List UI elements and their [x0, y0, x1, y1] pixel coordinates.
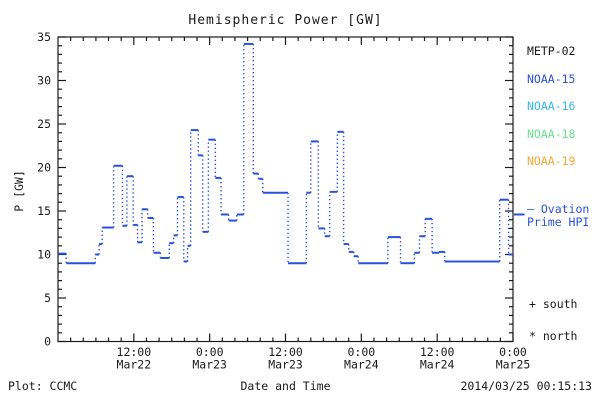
y-tick-label: 5	[44, 291, 51, 305]
x-tick-date-label: Mar22	[117, 358, 152, 372]
y-tick-label: 15	[37, 204, 51, 218]
x-tick-date-label: Mar23	[268, 358, 303, 372]
page-title: Hemispheric Power [GW]	[188, 13, 383, 28]
legend-item-noaa18: NOAA-18	[527, 126, 576, 141]
ovation-label-line1: — Ovation	[527, 202, 590, 216]
legend-item-metp02: METP-02	[527, 44, 576, 58]
y-axis-label: P [GW]	[12, 170, 26, 212]
x-tick-date-label: Mar24	[420, 358, 455, 372]
x-tick-time-label: 0:00	[499, 345, 527, 359]
x-tick-date-label: Mar25	[496, 358, 531, 372]
plot-credit: Plot: CCMC	[8, 379, 78, 393]
y-tick-label: 0	[44, 335, 51, 349]
south-marker-label: + south	[529, 297, 578, 311]
legend-item-noaa15: NOAA-15	[527, 71, 576, 86]
x-tick-time-label: 12:00	[420, 345, 455, 359]
legend-item-noaa19: NOAA-19	[527, 154, 576, 168]
x-tick-date-label: Mar24	[344, 358, 379, 372]
ovation-prime-hpi-label: — Ovation Prime HPI	[527, 203, 589, 228]
y-tick-label: 20	[37, 161, 51, 175]
y-tick-label: 35	[37, 30, 51, 44]
y-tick-label: 30	[37, 74, 51, 88]
x-tick-time-label: 12:00	[117, 345, 152, 359]
x-axis-title: Date and Time	[240, 379, 331, 393]
x-tick-time-label: 12:00	[268, 345, 303, 359]
x-tick-time-label: 0:00	[196, 345, 224, 359]
timestamp: 2014/03/25 00:15:13	[460, 379, 592, 393]
x-tick-date-label: Mar23	[192, 358, 227, 372]
satellite-legend: METP-02 NOAA-15 NOAA-16 NOAA-18 NOAA-19	[527, 38, 575, 176]
north-marker-label: * north	[529, 329, 578, 343]
y-tick-label: 10	[37, 248, 51, 262]
ovation-label-line2: Prime HPI	[527, 214, 590, 229]
x-tick-time-label: 0:00	[347, 345, 375, 359]
legend-item-noaa16: NOAA-16	[527, 99, 576, 113]
y-tick-label: 25	[37, 117, 51, 131]
